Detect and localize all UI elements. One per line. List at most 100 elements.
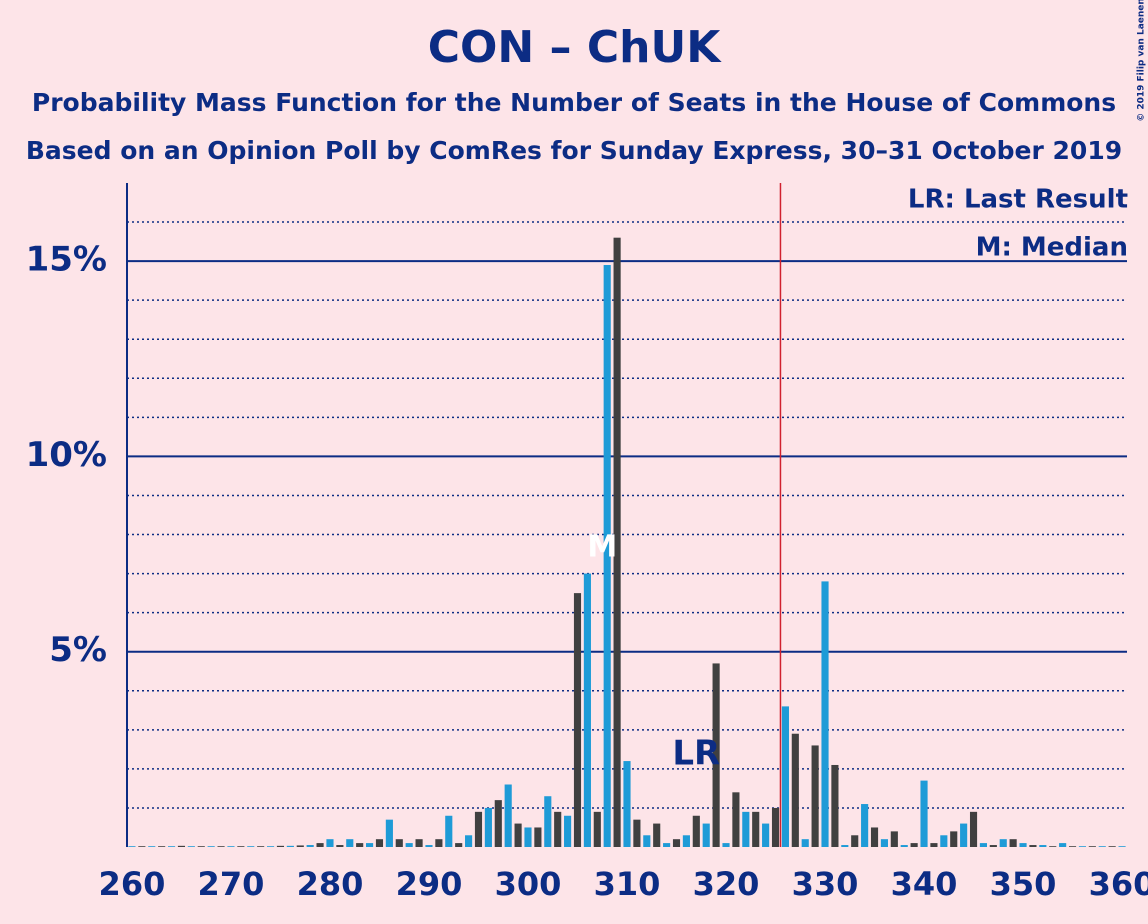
bar	[672, 839, 681, 847]
bar	[930, 843, 938, 847]
x-tick-label: 340	[891, 865, 958, 903]
bar	[920, 780, 928, 847]
bar	[979, 843, 987, 847]
legend-entry: M: Median	[976, 233, 1128, 263]
bar	[504, 784, 512, 847]
x-tick-label: 330	[792, 865, 859, 903]
bar	[257, 846, 265, 847]
x-tick-label: 270	[198, 865, 265, 903]
bar	[286, 845, 294, 847]
bar	[1078, 846, 1087, 847]
bar	[356, 843, 364, 847]
bar	[900, 845, 908, 847]
x-tick-label: 350	[990, 865, 1057, 903]
median-label: M	[587, 530, 617, 565]
bar	[960, 823, 968, 847]
bar	[1019, 843, 1027, 847]
bar	[831, 764, 839, 847]
bar	[583, 573, 591, 847]
bar	[682, 835, 690, 847]
bar	[870, 827, 879, 847]
bar	[999, 839, 1007, 847]
bar	[306, 845, 314, 847]
bar	[623, 761, 631, 847]
bar	[781, 706, 789, 847]
bar	[435, 839, 443, 847]
bar	[296, 845, 304, 847]
bar	[593, 811, 601, 847]
bar	[851, 835, 859, 847]
x-tick-label: 310	[594, 865, 661, 903]
bar	[712, 663, 720, 847]
bar	[613, 237, 621, 847]
bar	[1118, 846, 1126, 847]
bar	[989, 845, 997, 847]
bar	[227, 846, 235, 847]
bar	[276, 845, 285, 847]
bar	[385, 819, 393, 847]
bar	[762, 823, 770, 847]
bar	[405, 843, 413, 847]
bar	[425, 845, 433, 847]
bar	[167, 846, 176, 847]
bar	[455, 843, 463, 847]
bar	[1059, 843, 1067, 847]
copyright: © 2019 Filip van Laenen	[1137, 0, 1147, 122]
bar	[445, 815, 453, 847]
bar	[1009, 839, 1017, 847]
bar	[940, 835, 948, 847]
bar	[722, 843, 730, 847]
bar	[771, 807, 780, 847]
bar	[742, 811, 750, 847]
bar	[791, 733, 799, 847]
bar	[346, 839, 354, 847]
bar	[128, 846, 136, 847]
bar	[197, 846, 205, 847]
x-tick-label: 320	[693, 865, 760, 903]
bar	[573, 593, 582, 847]
bar	[554, 811, 562, 847]
y-tick-label: 15%	[26, 240, 107, 280]
bar	[1029, 845, 1037, 847]
bar	[514, 823, 522, 847]
bar	[247, 846, 255, 847]
bar	[752, 811, 760, 847]
bar	[1039, 845, 1047, 847]
y-tick-label: 5%	[49, 630, 107, 670]
bar	[603, 265, 611, 847]
bar	[395, 839, 403, 847]
x-tick-label: 260	[99, 865, 166, 903]
bar	[148, 846, 156, 847]
bar	[494, 800, 502, 847]
bar	[811, 745, 819, 847]
bar	[534, 827, 542, 847]
bar	[207, 846, 215, 847]
bar	[484, 807, 492, 847]
bar	[217, 846, 225, 847]
bar	[692, 815, 700, 847]
bar	[1108, 846, 1116, 847]
bar	[237, 846, 245, 847]
bar	[415, 839, 423, 847]
x-tick-label: 280	[297, 865, 364, 903]
x-tick-label: 290	[396, 865, 463, 903]
bar	[187, 846, 195, 847]
bar	[316, 843, 324, 847]
bar	[910, 843, 918, 847]
bar	[653, 823, 661, 847]
x-tick-label: 360	[1089, 865, 1148, 903]
chart-title: CON – ChUK	[428, 22, 723, 73]
bar	[1068, 846, 1077, 847]
y-tick-label: 10%	[26, 435, 107, 475]
bar	[177, 845, 186, 847]
bar	[643, 835, 651, 847]
bar	[375, 839, 384, 847]
bar	[801, 839, 809, 847]
bar	[465, 835, 473, 847]
bar	[950, 831, 958, 847]
bar	[663, 843, 671, 847]
bar	[1088, 846, 1096, 847]
chart-subtitle: Based on an Opinion Poll by ComRes for S…	[26, 136, 1122, 165]
legend-entry: LR: Last Result	[908, 185, 1128, 215]
